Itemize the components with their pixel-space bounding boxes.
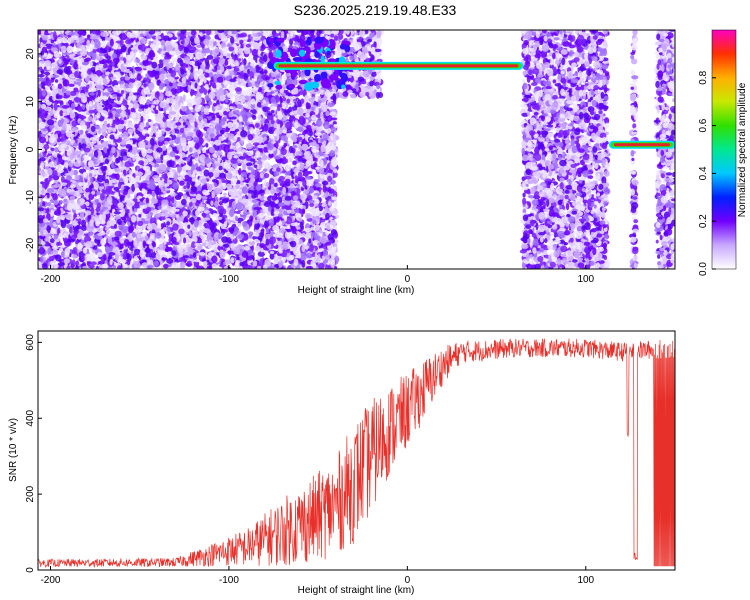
spectrogram-noise: [38, 30, 675, 269]
spectrogram-cell: [222, 243, 230, 248]
spectrogram-cell: [163, 263, 169, 269]
spectrogram-cell: [242, 115, 248, 123]
spectrogram-cell: [199, 251, 206, 256]
spectrogram-cell: [212, 163, 216, 169]
spectrogram-cell: [221, 229, 228, 233]
spectrogram-cell: [183, 194, 187, 200]
spectrogram-cell: [161, 199, 169, 206]
spectrogram-cell: [205, 149, 209, 154]
spectrogram-cell: [165, 39, 173, 44]
spectrogram-cell: [92, 117, 96, 125]
spectrogram-cell: [196, 44, 203, 48]
spectrogram-cell: [189, 36, 195, 43]
spectrogram-cell: [154, 31, 162, 36]
spectrogram-cell: [175, 65, 180, 71]
spectrogram-cell: [160, 194, 167, 198]
spectrogram-cell: [112, 30, 118, 35]
spectrogram-cell: [64, 34, 68, 38]
spectrogram-cell: [69, 195, 76, 201]
spectrogram-cell: [235, 210, 241, 215]
spectrogram-cell: [227, 43, 231, 48]
spectrogram-cell: [96, 191, 101, 196]
chart-title: S236.2025.219.19.48.E33: [293, 2, 457, 18]
spectrogram-cell: [182, 94, 186, 102]
spectrogram-cell: [214, 196, 219, 201]
spectrogram-cell: [69, 53, 76, 57]
spectrogram-cell: [223, 192, 227, 196]
spectrogram-cell: [101, 188, 106, 194]
spectrogram-cell: [59, 200, 63, 204]
spectrogram-cell: [90, 261, 97, 266]
spectrogram-cell: [116, 121, 120, 125]
spectrogram-cell: [95, 265, 99, 269]
spectrogram-cell: [199, 265, 204, 269]
spectrogram-cell: [194, 96, 202, 105]
spectrogram-cell: [59, 228, 67, 232]
spectrogram-cell: [97, 183, 105, 187]
spectrogram-cell: [183, 185, 187, 190]
spectrogram-cell: [251, 199, 259, 203]
spectrogram-cell: [171, 36, 178, 41]
spectrogram-cell: [189, 71, 194, 79]
spectrogram-cell: [186, 191, 190, 196]
spectrogram-cell: [215, 150, 223, 156]
spectrogram-cell: [86, 142, 91, 149]
spectrogram-cell: [210, 123, 216, 129]
spectrogram-cell: [156, 225, 162, 229]
spectrogram-cell: [88, 231, 94, 236]
spectrogram-cell: [71, 264, 75, 268]
spectrogram-cell: [168, 141, 173, 145]
spectrogram-cell: [88, 109, 95, 114]
spectrogram-cell: [120, 30, 125, 34]
spectrogram-cell: [209, 133, 215, 138]
spectrogram-cell: [89, 61, 93, 67]
spectrogram-cell: [159, 59, 163, 64]
spectrogram-cell: [243, 58, 247, 66]
spectrogram-cell: [127, 122, 134, 129]
spectrogram-cell: [239, 39, 244, 44]
spectrogram-cell: [213, 41, 217, 46]
